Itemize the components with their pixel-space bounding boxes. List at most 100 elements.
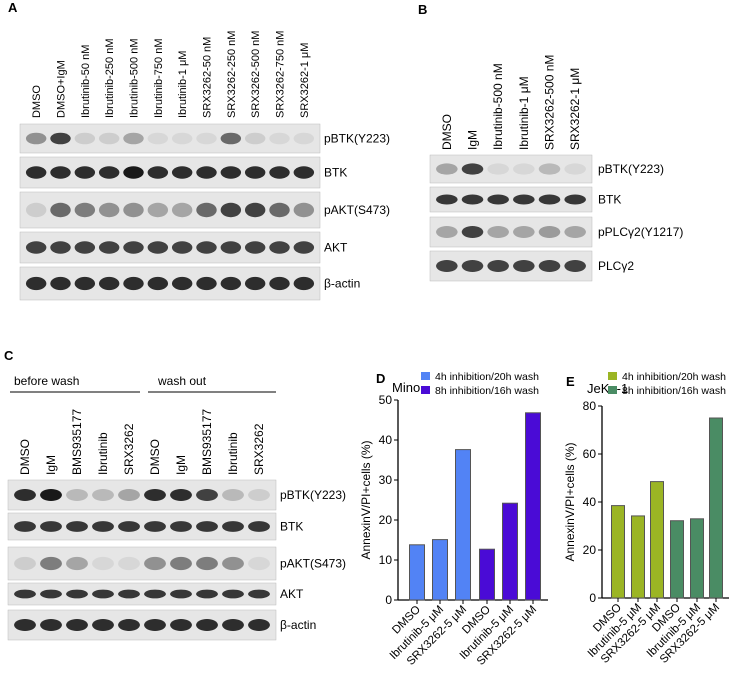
band — [222, 556, 244, 571]
lane-label: SRX3262-1 μM — [299, 43, 311, 118]
band — [25, 166, 47, 179]
band — [144, 619, 166, 631]
lane-label: Ibrutinib — [226, 432, 240, 475]
y-tick-label: 20 — [379, 513, 393, 527]
band — [487, 194, 509, 205]
band — [461, 260, 484, 272]
band — [40, 589, 62, 599]
y-tick-label: 0 — [589, 591, 596, 605]
band — [40, 619, 62, 631]
lane-label: Ibrutinib — [96, 432, 110, 475]
band — [74, 132, 96, 145]
band — [147, 132, 169, 145]
row-label: pBTK(Y223) — [324, 132, 390, 146]
band — [40, 489, 62, 501]
row-label: pBTK(Y223) — [598, 162, 664, 176]
bar — [409, 544, 425, 601]
lane-label: DMSO+IgM — [56, 60, 68, 118]
band — [513, 226, 535, 238]
band — [50, 166, 71, 179]
lane-label: BMS935177 — [200, 409, 214, 475]
band — [538, 163, 561, 175]
band — [513, 163, 535, 175]
band — [170, 589, 192, 599]
band — [66, 589, 88, 599]
band — [248, 619, 270, 631]
chart-title: JeKo-1 — [587, 381, 628, 396]
lane-label: IgM — [466, 130, 480, 150]
y-tick-label: 60 — [583, 447, 597, 461]
band — [564, 226, 586, 238]
band — [50, 202, 71, 218]
band — [147, 166, 169, 179]
band — [14, 521, 36, 532]
row-label: AKT — [324, 241, 348, 255]
band — [269, 276, 290, 291]
band — [269, 241, 290, 254]
band — [92, 521, 114, 532]
lane-label: Ibrutinib-500 nM — [491, 63, 505, 150]
bar — [709, 417, 723, 599]
row-label: β-actin — [280, 618, 316, 632]
band — [220, 202, 242, 218]
band — [513, 260, 535, 272]
band — [14, 589, 36, 599]
band — [118, 619, 140, 631]
band — [564, 194, 586, 205]
lane-label: DMSO — [18, 439, 32, 475]
panel-label-C: C — [4, 348, 14, 363]
bar — [479, 548, 495, 601]
blot-strip — [7, 582, 277, 606]
band — [66, 521, 88, 532]
band — [170, 521, 192, 532]
chart-title: Mino — [392, 380, 420, 395]
band — [222, 619, 244, 631]
y-tick-label: 30 — [379, 473, 393, 487]
band — [196, 489, 218, 501]
band — [293, 241, 315, 254]
lane-label: SRX3262-500 nM — [543, 55, 557, 150]
band — [123, 166, 144, 179]
band — [98, 276, 120, 291]
legend-label: 4h inhibition/20h wash — [435, 371, 539, 383]
lane-label: SRX3262-500 nM — [250, 31, 262, 118]
row-label: BTK — [598, 193, 621, 207]
band — [144, 521, 166, 532]
band — [92, 556, 114, 571]
band — [244, 132, 266, 145]
band — [196, 241, 217, 254]
bar — [455, 449, 471, 601]
band — [40, 521, 62, 532]
legend-label: 8h inhibition/16h wash — [622, 385, 726, 397]
lane-label: DMSO — [31, 85, 43, 118]
lane-label: DMSO — [148, 439, 162, 475]
band — [98, 202, 120, 218]
band — [293, 276, 315, 291]
lane-label: SRX3262 — [122, 423, 136, 475]
band — [293, 202, 315, 218]
band — [461, 163, 484, 175]
band — [170, 489, 192, 501]
row-label: β-actin — [324, 277, 360, 291]
lane-label: SRX3262 — [252, 423, 266, 475]
y-tick-label: 40 — [583, 495, 597, 509]
band — [14, 556, 36, 571]
band — [14, 489, 36, 501]
band — [436, 194, 458, 205]
legend-swatch — [421, 372, 430, 380]
bar — [631, 515, 645, 599]
bar — [432, 539, 448, 601]
band — [222, 521, 244, 532]
y-axis-label: AnnexinV/PI+cells (%) — [563, 442, 577, 561]
band — [123, 241, 144, 254]
bar — [690, 518, 704, 599]
lane-label: IgM — [44, 455, 58, 475]
band — [222, 589, 244, 599]
band — [92, 619, 114, 631]
band — [118, 589, 140, 599]
band — [196, 589, 218, 599]
band — [74, 241, 96, 254]
band — [98, 166, 120, 179]
